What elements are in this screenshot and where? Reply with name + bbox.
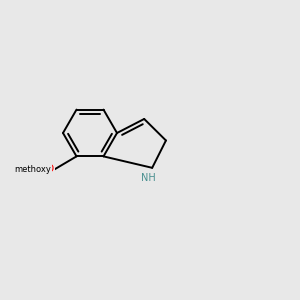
- Text: O: O: [45, 164, 54, 174]
- Text: NH: NH: [141, 173, 156, 183]
- Text: methoxy: methoxy: [14, 165, 51, 174]
